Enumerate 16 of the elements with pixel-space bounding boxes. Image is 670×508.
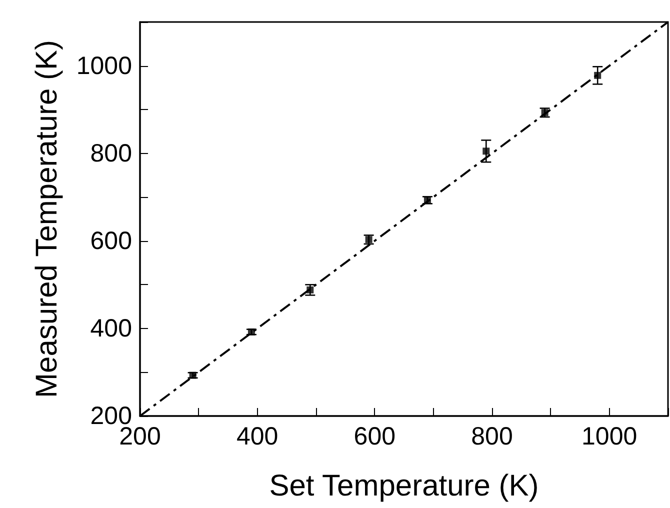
y-axis-title: Measured Temperature (K) <box>30 40 64 398</box>
point <box>424 196 431 204</box>
y-tick-label: 800 <box>90 139 132 168</box>
point <box>482 148 490 155</box>
y-tick-label: 400 <box>90 314 132 342</box>
x-tick-label: 1000 <box>582 422 638 450</box>
point <box>189 372 196 379</box>
point <box>306 286 314 294</box>
x-tick-label: 600 <box>354 422 396 450</box>
x-tick-label: 800 <box>471 422 513 450</box>
point <box>248 328 255 336</box>
y-tick-label: 1000 <box>76 52 132 80</box>
point <box>594 72 602 79</box>
x-tick-label: 400 <box>236 422 278 450</box>
y-tick-label: 600 <box>90 226 132 255</box>
x-axis-title: Set Temperature (K) <box>269 470 539 502</box>
